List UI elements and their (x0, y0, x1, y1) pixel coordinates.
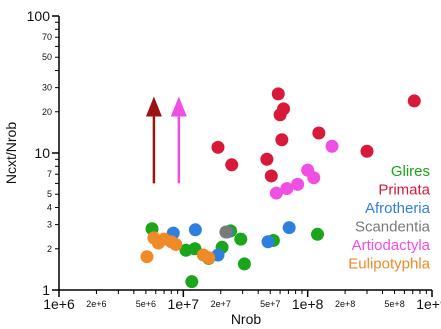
x-minor-label-5e-6: 5e+6 (136, 299, 156, 309)
x-minor-label-2e-8: 2e+8 (335, 299, 355, 309)
point-artiodactyla (307, 171, 321, 185)
point-primata (271, 87, 285, 101)
y-minor-label-50: 50 (42, 52, 52, 62)
point-artiodactyla (291, 177, 305, 191)
x-minor-label-5e-8: 5e+8 (384, 299, 404, 309)
y-minor-label-2: 2 (47, 244, 52, 254)
point-glires (234, 232, 248, 246)
point-glires (185, 275, 199, 289)
point-eulipotyphla (140, 250, 154, 264)
legend-entry-primata: Primata (378, 182, 430, 199)
point-primata (360, 144, 374, 158)
series-primata (211, 87, 421, 183)
point-artiodactyla (325, 139, 339, 153)
y-minor-label-3: 3 (47, 220, 52, 230)
y-minor-label-5: 5 (47, 189, 52, 199)
point-primata (275, 133, 289, 147)
x-minor-label-2e-7: 2e+7 (211, 299, 231, 309)
point-glires (237, 257, 251, 271)
arrow-head (170, 96, 187, 117)
arrow-head (145, 96, 162, 117)
x-tick-label-1e-6: 1e+6 (43, 296, 75, 312)
arrow-1 (145, 96, 162, 184)
point-artiodactyla (269, 186, 283, 200)
point-primata (407, 94, 421, 108)
point-scandentia (219, 225, 233, 239)
x-tick-label-1e-8: 1e+8 (292, 296, 324, 312)
x-tick-label-1e-9: 1e+9 (416, 296, 441, 312)
point-primata (260, 152, 274, 166)
point-primata (312, 126, 326, 140)
point-artiodactyla (280, 182, 294, 196)
legend-entry-eulipotyphla: Eulipotyphla (348, 256, 430, 273)
series-scandentia (219, 225, 233, 239)
data-points (140, 87, 421, 289)
point-eulipotyphla (169, 237, 183, 251)
y-minor-label-70: 70 (42, 32, 52, 42)
x-axis-label: Nrob (231, 311, 262, 327)
point-afrotheria (261, 235, 275, 249)
arrow-2 (170, 96, 187, 184)
y-tick-label-10: 10 (34, 145, 50, 161)
point-glires (311, 227, 325, 241)
y-minor-label-20: 20 (42, 107, 52, 117)
point-primata (277, 102, 291, 116)
legend-entry-glires: Glires (391, 163, 430, 180)
series-eulipotyphla (140, 231, 216, 265)
legend-entry-artiodactyla: Artiodactyla (352, 237, 431, 254)
point-primata (264, 169, 278, 183)
x-minor-label-2e-6: 2e+6 (86, 299, 106, 309)
y-tick-label-1: 1 (42, 282, 50, 298)
series-artiodactyla (269, 139, 339, 200)
point-eulipotyphla (202, 251, 216, 265)
ticks: 1e+6 1e+7 1e+8 1e+9 2e+6 5e+6 2e+7 5e+7 2e+8 5e+8… (27, 8, 441, 312)
point-primata (211, 140, 225, 154)
legend-entry-scandentia: Scandentia (355, 219, 431, 236)
y-axis-label: Ncxt/Nrob (3, 122, 19, 184)
legend-entry-afrotheria: Afrotheria (365, 200, 431, 217)
point-primata (225, 158, 239, 172)
y-minor-label-4: 4 (47, 203, 52, 213)
y-minor-label-30: 30 (42, 83, 52, 93)
point-afrotheria (188, 223, 202, 237)
y-minor-label-7: 7 (47, 169, 52, 179)
x-tick-label-1e-7: 1e+7 (168, 296, 200, 312)
x-minor-label-5e-7: 5e+7 (260, 299, 280, 309)
annotations (145, 96, 187, 184)
point-afrotheria (282, 221, 296, 235)
y-tick-label-100: 100 (27, 8, 51, 24)
